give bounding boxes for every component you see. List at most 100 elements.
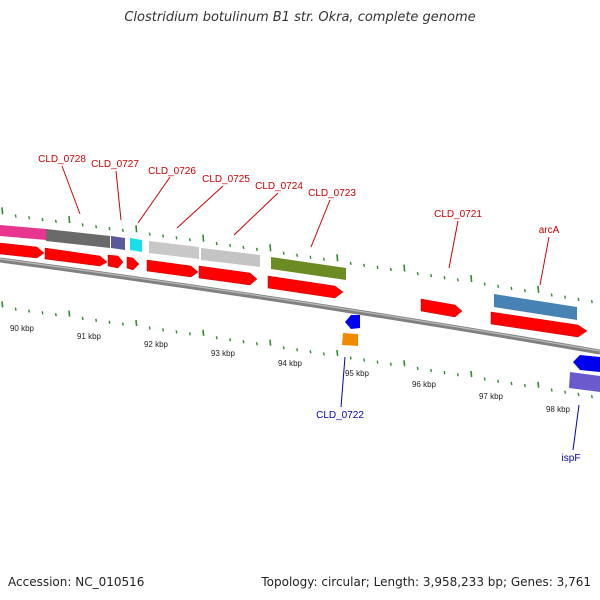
feature-bar-steelblue bbox=[494, 294, 577, 320]
kbp-label: 92 kbp bbox=[144, 340, 169, 349]
kbp-label: 96 kbp bbox=[412, 380, 437, 389]
tick-minor bbox=[376, 265, 379, 270]
tick-minor bbox=[148, 232, 151, 236]
cds-arrow-reverse-blue bbox=[573, 355, 600, 372]
tick-minor bbox=[162, 234, 165, 238]
cds-arrow-reverse-blue bbox=[345, 315, 360, 329]
tick-minor bbox=[81, 316, 84, 321]
tick-major bbox=[537, 381, 540, 388]
tick-major bbox=[135, 225, 138, 233]
cds-arrow bbox=[146, 259, 199, 278]
tick-minor bbox=[81, 223, 84, 227]
kbp-label: 97 kbp bbox=[479, 392, 504, 401]
tick-minor bbox=[41, 217, 44, 222]
tick-minor bbox=[95, 318, 98, 322]
tick-minor bbox=[309, 255, 312, 259]
tick-minor bbox=[108, 320, 111, 324]
tick-minor bbox=[28, 309, 31, 313]
tick-major bbox=[202, 329, 205, 336]
tick-minor bbox=[456, 278, 459, 282]
tick-minor bbox=[430, 368, 433, 373]
cds-arrow bbox=[198, 265, 258, 286]
tick-minor bbox=[121, 322, 124, 326]
tick-minor bbox=[14, 214, 17, 218]
gene-label: CLD_0724 bbox=[255, 181, 303, 192]
tick-minor bbox=[282, 251, 285, 255]
gene-label: CLD_0727 bbox=[91, 159, 139, 170]
tick-major bbox=[1, 301, 4, 308]
feature-track-upper bbox=[0, 225, 577, 320]
tick-minor bbox=[497, 284, 500, 288]
kbp-label: 98 kbp bbox=[546, 405, 571, 414]
tick-minor bbox=[443, 371, 446, 375]
tick-minor bbox=[389, 362, 392, 366]
tick-major bbox=[403, 360, 406, 367]
tick-minor bbox=[550, 293, 553, 297]
kbp-label: 91 kbp bbox=[77, 332, 102, 341]
tick-minor bbox=[523, 288, 526, 293]
tick-minor bbox=[577, 297, 580, 302]
tick-minor bbox=[175, 236, 178, 240]
feature-bar-purple bbox=[111, 236, 125, 250]
kbp-label: 94 kbp bbox=[278, 359, 303, 368]
tick-minor bbox=[590, 394, 593, 399]
tick-minor bbox=[564, 295, 567, 299]
tick-major bbox=[269, 244, 272, 252]
gene-label: CLD_0722 bbox=[316, 410, 364, 421]
tick-major bbox=[470, 274, 473, 283]
tick-minor bbox=[148, 326, 151, 330]
cds-arrow bbox=[0, 242, 45, 259]
tick-major bbox=[269, 339, 272, 346]
tick-minor bbox=[188, 332, 191, 336]
gene-labels-reverse: CLD_0722 ispF bbox=[316, 410, 580, 464]
tick-minor bbox=[550, 388, 553, 392]
tick-minor bbox=[309, 350, 312, 354]
tick-minor bbox=[416, 271, 419, 276]
tick-minor bbox=[389, 267, 392, 272]
tick-minor bbox=[229, 243, 232, 248]
label-leaders-reverse bbox=[340, 356, 580, 451]
tick-minor bbox=[322, 257, 325, 261]
tick-minor bbox=[28, 216, 31, 220]
gene-label: CLD_0725 bbox=[202, 174, 250, 185]
feature-bar-lightgray-2 bbox=[201, 248, 260, 267]
reverse-tick-track bbox=[1, 301, 593, 399]
tick-major bbox=[68, 310, 71, 317]
tick-minor bbox=[242, 340, 245, 344]
feature-bar-slateblue bbox=[569, 372, 600, 392]
gene-label: arcA bbox=[539, 225, 560, 236]
forward-tick-track bbox=[1, 207, 593, 304]
tick-minor bbox=[255, 342, 258, 346]
tick-major bbox=[202, 234, 205, 242]
cds-track-forward bbox=[0, 242, 588, 338]
tick-minor bbox=[282, 346, 285, 350]
feature-bar-pink bbox=[0, 225, 46, 240]
tick-minor bbox=[483, 282, 486, 286]
label-leaders-forward bbox=[61, 165, 550, 286]
tick-minor bbox=[322, 352, 325, 356]
gene-label: ispF bbox=[562, 453, 581, 464]
tick-minor bbox=[363, 358, 366, 362]
tick-minor bbox=[590, 299, 593, 304]
kbp-label: 90 kbp bbox=[10, 324, 35, 333]
tick-minor bbox=[215, 241, 218, 246]
tick-minor bbox=[296, 253, 299, 257]
tick-minor bbox=[215, 336, 218, 340]
tick-minor bbox=[510, 286, 513, 291]
tick-minor bbox=[54, 313, 57, 317]
tick-minor bbox=[255, 247, 258, 252]
tick-major bbox=[470, 370, 473, 377]
tick-minor bbox=[443, 276, 446, 280]
gene-labels-forward: CLD_0728 CLD_0727 CLD_0726 CLD_0725 CLD_… bbox=[38, 154, 560, 236]
tick-minor bbox=[349, 356, 352, 360]
tick-minor bbox=[121, 228, 124, 233]
tick-major bbox=[68, 216, 71, 224]
cds-arrow bbox=[44, 247, 108, 267]
gene-label: CLD_0723 bbox=[308, 188, 356, 199]
tick-minor bbox=[376, 360, 379, 364]
tick-minor bbox=[483, 377, 486, 381]
tick-minor bbox=[510, 381, 513, 386]
tick-minor bbox=[41, 311, 44, 315]
tick-minor bbox=[175, 330, 178, 334]
